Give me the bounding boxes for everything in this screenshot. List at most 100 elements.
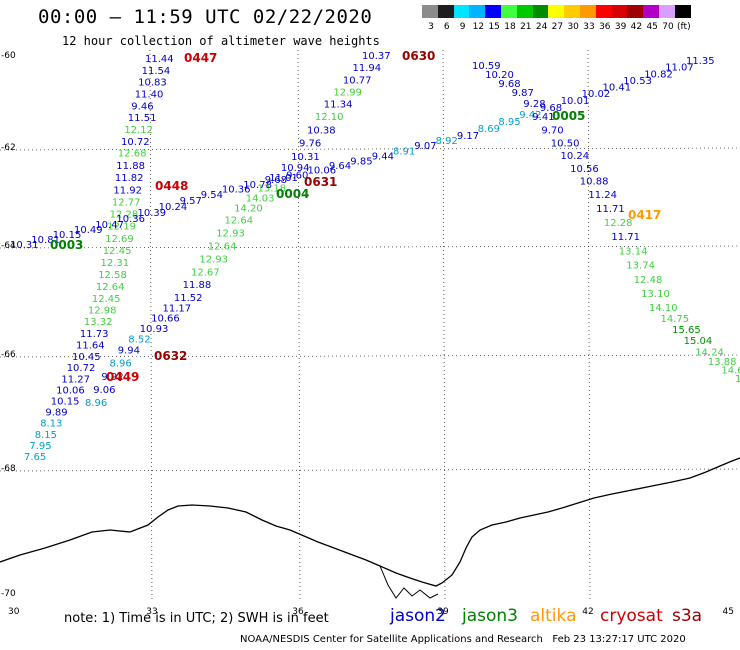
swh-reading: 12.19 [107,222,136,233]
scale-swatch [501,5,517,18]
swh-reading: 11.40 [135,90,164,101]
scale-swatch [422,5,438,18]
scale-label: 30 [567,22,579,32]
pass-times: 0447 0448 0449 0630 0631 0632 0003 0004 0005 0417 [50,49,661,384]
swh-reading: 11.88 [183,280,212,291]
swh-reading: 12.45 [92,294,121,305]
pass-time-label: 0448 [155,179,188,193]
scale-swatch [469,5,486,18]
scale-swatch [595,5,612,18]
swh-reading: 10.45 [72,352,101,363]
scale-label: 36 [599,22,611,32]
swh-reading: 9.60 [286,170,308,181]
swh-reading: 13.88 [708,357,737,368]
swh-reading: 10.88 [580,177,609,188]
scale-swatch [674,5,691,18]
swh-reading: 9.68 [540,103,562,114]
swh-reading: 9.92 [101,372,123,383]
swh-reading: 14 [735,374,740,385]
scale-label: 15 [488,22,500,32]
swh-reading: 12.64 [225,215,254,226]
scale-label: 70 [662,22,674,32]
swh-reading: 10.59 [472,61,501,72]
swh-reading: 7.65 [24,452,46,463]
swh-readings: 11.4411.5410.8311.409.4611.5112.1210.721… [10,51,740,463]
swh-reading: 10.81 [31,235,60,246]
swh-reading: 9.76 [299,139,321,150]
swh-reading: 12.68 [118,149,147,160]
scale-swatch [485,5,501,18]
scale-label: 18 [504,22,516,32]
swh-reading: 12.98 [88,306,117,317]
swh-reading: 9.89 [45,408,67,419]
swh-reading: 10.93 [140,324,169,335]
swh-reading: 10.50 [551,138,580,149]
swh-reading: 10.20 [485,70,514,81]
swh-reading: 10.36 [222,185,251,196]
coastline-inlet [379,565,439,599]
swh-reading: 11.51 [128,113,157,124]
swh-reading: 10.36 [116,214,145,225]
antarctic-coastline [0,457,740,587]
pass-time-label: 0005 [552,109,585,123]
swh-reading: 11.82 [115,173,144,184]
swh-reading: 12.67 [191,267,220,278]
swh-reading: 12.93 [199,254,228,265]
swh-reading: 11.71 [611,232,640,243]
scale-label: 33 [583,22,595,32]
swh-reading: 10.94 [281,163,310,174]
swh-reading: 9.68 [498,79,520,90]
lat-label: -64 [1,241,16,251]
swh-reading: 8.69 [478,124,500,135]
lon-label: 36 [292,607,304,617]
swh-reading: 8.96 [110,359,132,370]
swh-reading: 13.32 [84,317,113,328]
swh-reading: 12.31 [101,258,130,269]
swh-reading: 9.42 [519,110,541,121]
swh-reading: 12.12 [124,125,153,136]
swh-reading: 10.31 [291,152,320,163]
swh-reading: 13.18 [258,183,287,194]
scale-label: (ft) [677,22,691,32]
swh-reading: 10.06 [56,386,85,397]
lat-label: -68 [1,464,16,474]
swh-reading: 11.35 [686,56,715,67]
swh-reading: 10.24 [159,202,188,213]
swh-reading: 14.20 [234,204,263,215]
swh-reading: 10.47 [95,220,124,231]
swh-reading: 10.72 [121,137,150,148]
swh-reading: 9.06 [93,385,115,396]
swh-reading: 11.54 [142,66,171,77]
swh-reading: 10.78 [243,180,272,191]
swh-reading: 8.96 [85,398,107,409]
scale-swatch [643,5,659,18]
lat-label: -62 [1,143,16,153]
swh-reading: 9.70 [541,125,563,136]
swh-reading: 10.02 [582,89,611,100]
parallel [0,468,740,472]
swh-reading: 10.01 [561,96,590,107]
scale-swatch [611,5,628,18]
scale-swatch [532,5,549,18]
swh-reading: 14.64 [721,366,740,377]
swh-reading: 10.83 [138,78,167,89]
swh-reading: 12.64 [208,241,237,252]
swh-reading: 9.57 [180,196,202,207]
scale-swatch [516,5,533,18]
pass-time-label: 0003 [50,238,83,252]
swh-reading: 10.37 [362,51,391,62]
map-subtitle: 12 hour collection of altimeter wave hei… [62,34,380,48]
swh-reading: 10.06 [308,166,337,177]
swh-reading: 9.64 [329,161,351,172]
swh-reading: 11.52 [174,293,203,304]
swh-reading: 9.94 [118,346,140,357]
pass-time-label: 0631 [304,175,337,189]
swh-reading: 11.73 [80,329,109,340]
swh-reading: 13.10 [641,289,670,300]
swh-reading: 15.65 [672,325,701,336]
swh-reading: 10.66 [151,314,180,325]
pass-time-label: 0004 [276,187,309,201]
scale-label: 12 [472,22,485,32]
swh-reading: 11.44 [145,54,174,65]
